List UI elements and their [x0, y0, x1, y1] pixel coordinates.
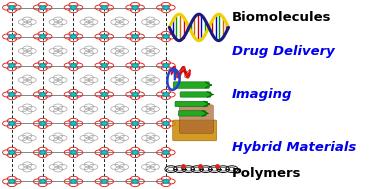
- Circle shape: [70, 93, 77, 96]
- Circle shape: [163, 93, 169, 96]
- Circle shape: [39, 6, 46, 9]
- Circle shape: [9, 6, 15, 9]
- Circle shape: [132, 122, 138, 125]
- Circle shape: [70, 180, 77, 183]
- Circle shape: [101, 6, 108, 9]
- Circle shape: [132, 6, 138, 9]
- Circle shape: [70, 6, 77, 9]
- FancyBboxPatch shape: [175, 101, 208, 107]
- Circle shape: [70, 151, 77, 154]
- Circle shape: [39, 93, 46, 96]
- Circle shape: [132, 93, 138, 96]
- Circle shape: [101, 64, 108, 67]
- Circle shape: [70, 35, 77, 38]
- Circle shape: [9, 122, 15, 125]
- Circle shape: [163, 6, 169, 9]
- Circle shape: [163, 64, 169, 67]
- Circle shape: [163, 180, 169, 183]
- Circle shape: [70, 64, 77, 67]
- Circle shape: [101, 122, 108, 125]
- Circle shape: [9, 64, 15, 67]
- Circle shape: [39, 151, 46, 154]
- Circle shape: [163, 151, 169, 154]
- Circle shape: [9, 151, 15, 154]
- Circle shape: [101, 35, 108, 38]
- Text: Drug Delivery: Drug Delivery: [232, 45, 335, 57]
- FancyBboxPatch shape: [173, 120, 217, 141]
- Circle shape: [132, 180, 138, 183]
- FancyBboxPatch shape: [173, 82, 209, 88]
- Circle shape: [101, 180, 108, 183]
- FancyBboxPatch shape: [180, 92, 211, 97]
- Circle shape: [39, 180, 46, 183]
- Circle shape: [9, 35, 15, 38]
- Circle shape: [163, 35, 169, 38]
- Text: Polymers: Polymers: [232, 167, 301, 180]
- Circle shape: [39, 122, 46, 125]
- Circle shape: [132, 64, 138, 67]
- Text: Hybrid Materials: Hybrid Materials: [232, 141, 356, 154]
- Circle shape: [101, 93, 108, 96]
- Text: Imaging: Imaging: [232, 88, 292, 101]
- Circle shape: [132, 151, 138, 154]
- Circle shape: [163, 122, 169, 125]
- FancyBboxPatch shape: [179, 111, 206, 116]
- Text: Biomolecules: Biomolecules: [232, 11, 331, 23]
- FancyBboxPatch shape: [179, 105, 213, 133]
- Circle shape: [101, 151, 108, 154]
- Circle shape: [9, 180, 15, 183]
- Circle shape: [39, 64, 46, 67]
- Circle shape: [39, 35, 46, 38]
- Circle shape: [9, 93, 15, 96]
- Circle shape: [70, 122, 77, 125]
- Circle shape: [132, 35, 138, 38]
